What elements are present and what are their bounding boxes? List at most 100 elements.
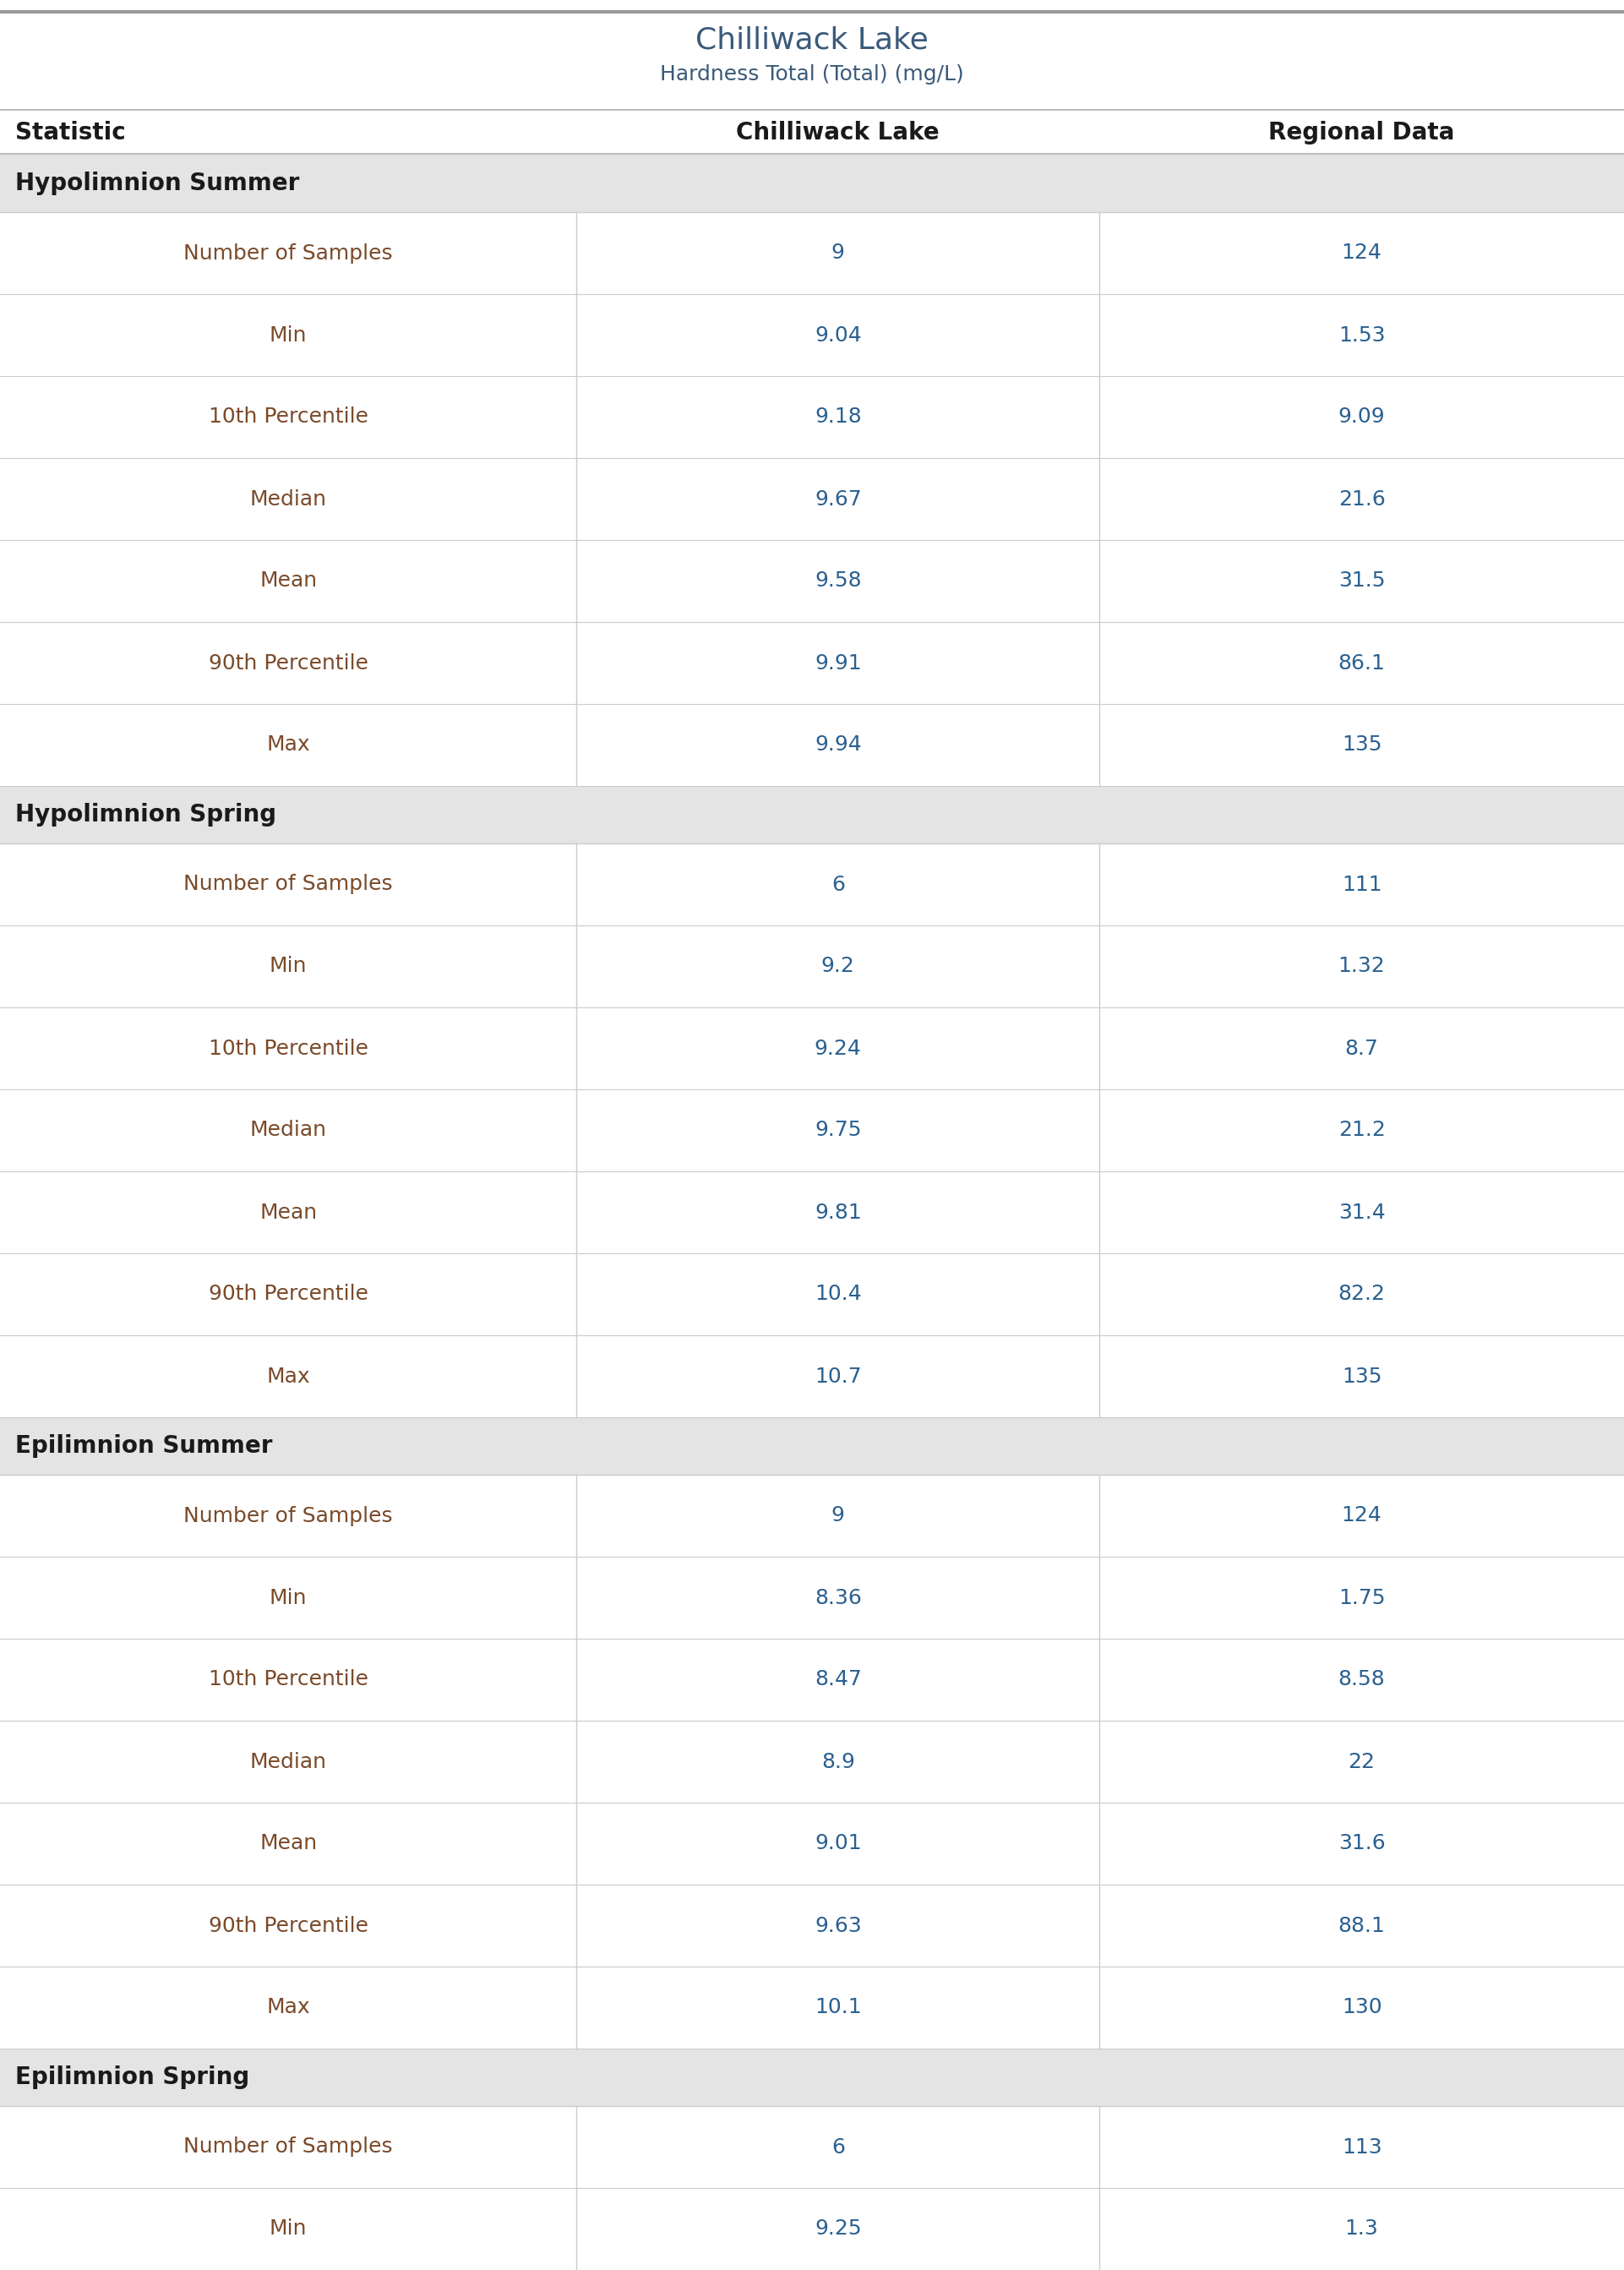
Text: Max: Max: [266, 735, 310, 756]
Text: Statistic: Statistic: [15, 120, 125, 145]
Text: Median: Median: [250, 1752, 326, 1773]
Text: 113: 113: [1341, 2136, 1382, 2156]
Bar: [0, 295, 1624, 377]
Text: 31.5: 31.5: [1338, 570, 1385, 590]
Text: Hypolimnion Summer: Hypolimnion Summer: [15, 173, 299, 195]
Text: 9.04: 9.04: [814, 325, 862, 345]
Text: 1.53: 1.53: [1338, 325, 1385, 345]
Bar: [0, 1090, 1624, 1171]
Text: 9.58: 9.58: [815, 570, 861, 590]
Text: 124: 124: [1341, 1505, 1382, 1525]
Text: Number of Samples: Number of Samples: [184, 874, 393, 894]
Text: Chilliwack Lake: Chilliwack Lake: [695, 27, 929, 54]
Text: 8.36: 8.36: [814, 1587, 862, 1607]
Text: 135: 135: [1341, 1367, 1382, 1387]
Bar: [0, 1802, 1624, 1884]
Text: 6: 6: [831, 2136, 844, 2156]
Text: Min: Min: [270, 1587, 307, 1607]
Text: Number of Samples: Number of Samples: [184, 1505, 393, 1525]
Bar: [0, 1416, 1624, 1476]
Text: Mean: Mean: [260, 1203, 317, 1224]
Text: 124: 124: [1341, 243, 1382, 263]
Text: 10th Percentile: 10th Percentile: [208, 406, 369, 427]
Text: 10.1: 10.1: [815, 1998, 861, 2018]
Text: Number of Samples: Number of Samples: [184, 243, 393, 263]
Text: 22: 22: [1348, 1752, 1376, 1773]
Text: 9.25: 9.25: [815, 2218, 861, 2238]
Text: 8.7: 8.7: [1345, 1037, 1379, 1058]
Text: 8.58: 8.58: [1338, 1668, 1385, 1689]
Bar: [0, 2048, 1624, 2107]
Text: 8.9: 8.9: [822, 1752, 854, 1773]
Text: 9.81: 9.81: [814, 1203, 862, 1224]
Bar: [0, 844, 1624, 926]
Text: 21.6: 21.6: [1338, 488, 1385, 508]
Text: Hypolimnion Spring: Hypolimnion Spring: [15, 804, 276, 826]
Text: 1.75: 1.75: [1338, 1587, 1385, 1607]
Text: 1.32: 1.32: [1338, 956, 1385, 976]
Text: 9.01: 9.01: [815, 1834, 861, 1855]
Bar: [0, 211, 1624, 295]
Text: Median: Median: [250, 488, 326, 508]
Text: 90th Percentile: 90th Percentile: [208, 1916, 369, 1936]
Text: 9.2: 9.2: [822, 956, 854, 976]
Bar: [0, 1721, 1624, 1802]
Bar: [0, 377, 1624, 459]
Text: 9.18: 9.18: [814, 406, 862, 427]
Text: 86.1: 86.1: [1338, 654, 1385, 674]
Text: Min: Min: [270, 2218, 307, 2238]
Text: Regional Data: Regional Data: [1268, 120, 1455, 145]
Text: 9.09: 9.09: [1338, 406, 1385, 427]
Text: 111: 111: [1341, 874, 1382, 894]
Text: 82.2: 82.2: [1338, 1285, 1385, 1305]
Text: Epilimnion Summer: Epilimnion Summer: [15, 1435, 273, 1457]
Text: Number of Samples: Number of Samples: [184, 2136, 393, 2156]
Bar: [0, 1253, 1624, 1335]
Text: 88.1: 88.1: [1338, 1916, 1385, 1936]
Text: 10th Percentile: 10th Percentile: [208, 1668, 369, 1689]
Bar: [0, 1966, 1624, 2048]
Bar: [0, 1171, 1624, 1253]
Text: 10th Percentile: 10th Percentile: [208, 1037, 369, 1058]
Text: Max: Max: [266, 1998, 310, 2018]
Bar: [0, 622, 1624, 704]
Bar: [0, 1335, 1624, 1416]
Bar: [0, 1884, 1624, 1966]
Bar: [0, 540, 1624, 622]
Text: 9.63: 9.63: [814, 1916, 862, 1936]
Text: 9.75: 9.75: [815, 1119, 861, 1140]
Text: Hardness Total (Total) (mg/L): Hardness Total (Total) (mg/L): [659, 64, 965, 84]
Text: 135: 135: [1341, 735, 1382, 756]
Text: 1.3: 1.3: [1345, 2218, 1379, 2238]
Bar: [0, 704, 1624, 785]
Text: 9.94: 9.94: [814, 735, 862, 756]
Bar: [0, 2188, 1624, 2270]
Text: 31.4: 31.4: [1338, 1203, 1385, 1224]
Text: 8.47: 8.47: [814, 1668, 862, 1689]
Text: 130: 130: [1341, 1998, 1382, 2018]
Bar: [0, 1557, 1624, 1639]
Text: Chilliwack Lake: Chilliwack Lake: [736, 120, 940, 145]
Bar: [0, 459, 1624, 540]
Bar: [0, 1639, 1624, 1721]
Text: Epilimnion Spring: Epilimnion Spring: [15, 2066, 250, 2088]
Bar: [0, 154, 1624, 211]
Text: Max: Max: [266, 1367, 310, 1387]
Bar: [0, 1008, 1624, 1090]
Text: 10.4: 10.4: [814, 1285, 862, 1305]
Text: Mean: Mean: [260, 1834, 317, 1855]
Text: Median: Median: [250, 1119, 326, 1140]
Bar: [0, 926, 1624, 1008]
Text: 9: 9: [831, 243, 844, 263]
Text: Min: Min: [270, 325, 307, 345]
Text: 9.24: 9.24: [814, 1037, 862, 1058]
Text: 90th Percentile: 90th Percentile: [208, 654, 369, 674]
Text: 9.67: 9.67: [814, 488, 862, 508]
Text: 9.91: 9.91: [815, 654, 861, 674]
Bar: [0, 785, 1624, 844]
Text: 9: 9: [831, 1505, 844, 1525]
Text: 10.7: 10.7: [815, 1367, 861, 1387]
Text: 31.6: 31.6: [1338, 1834, 1385, 1855]
Text: 6: 6: [831, 874, 844, 894]
Text: 21.2: 21.2: [1338, 1119, 1385, 1140]
